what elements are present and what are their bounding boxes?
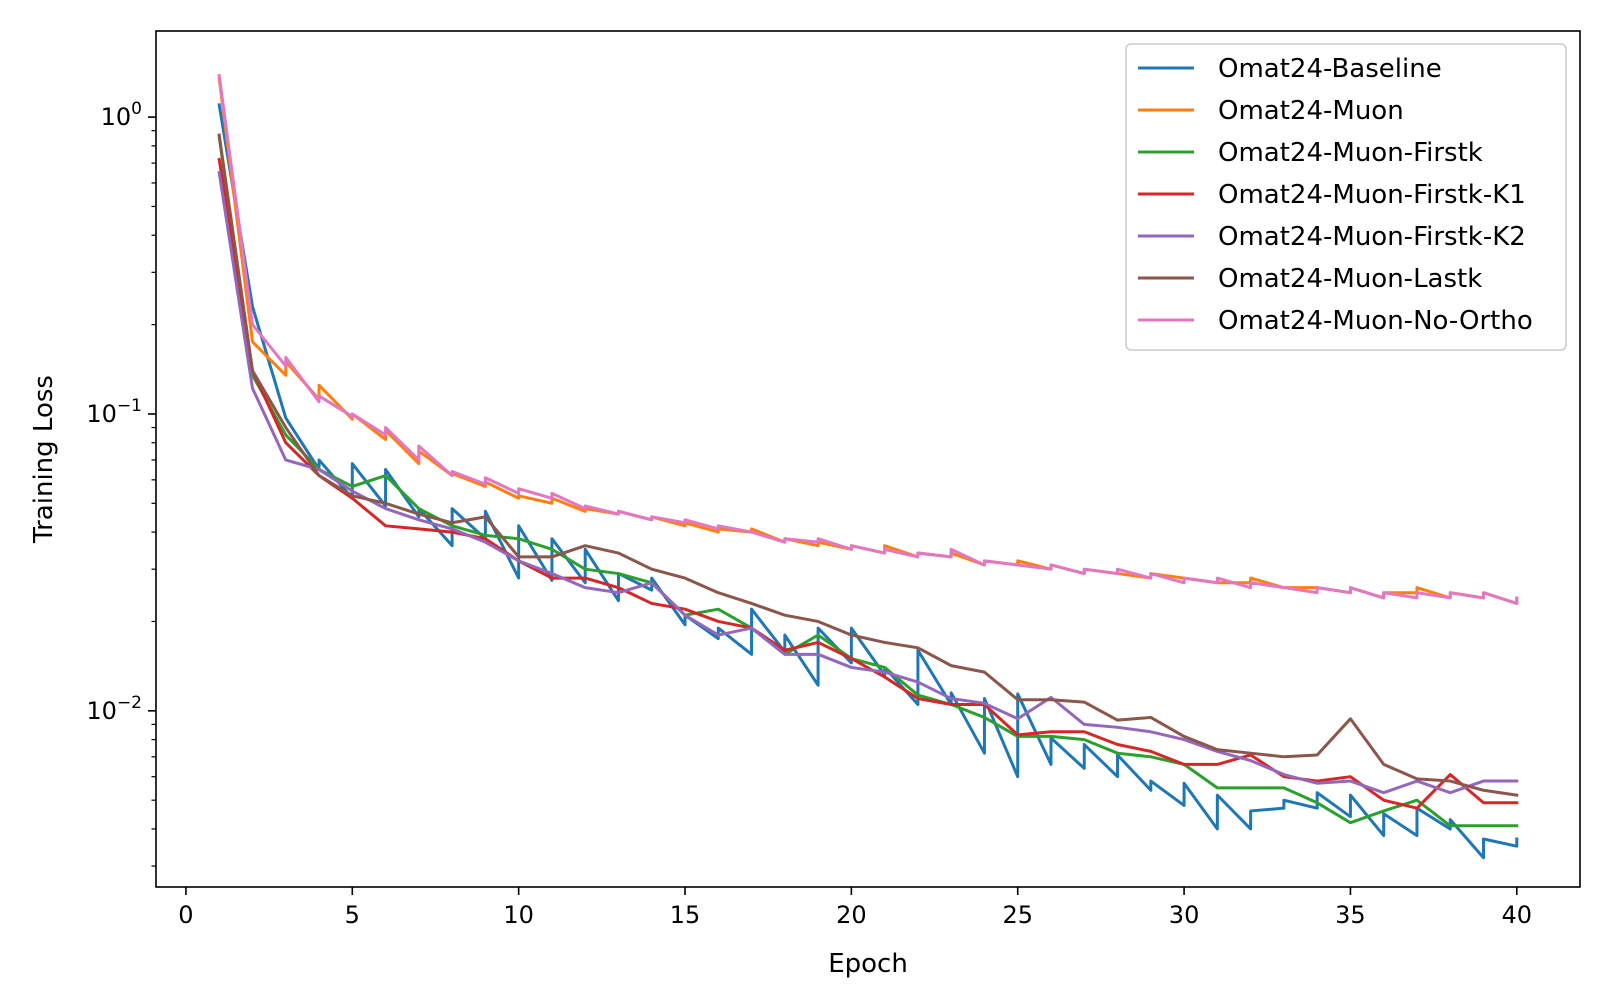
legend-label: Omat24-Muon-Lastk — [1218, 264, 1482, 294]
legend-label: Omat24-Muon-Firstk — [1218, 138, 1483, 168]
legend: Omat24-Baseline Omat24-Muon Omat24-Muon-Fi… — [1125, 43, 1567, 351]
legend-label: Omat24-Muon-Firstk-K1 — [1218, 180, 1526, 210]
x-axis-label: Epoch — [828, 949, 908, 979]
legend-box — [1125, 43, 1567, 351]
y-tick-label: 10−1 — [86, 396, 142, 428]
x-tick-label: 15 — [670, 901, 701, 929]
x-tick-label: 20 — [836, 901, 867, 929]
series-line-6 — [217, 133, 1519, 797]
x-tick-label: 35 — [1335, 901, 1366, 929]
legend-label: Omat24-Muon-Firstk-K2 — [1218, 222, 1526, 252]
x-tick-label: 0 — [178, 901, 193, 929]
x-tick-label: 5 — [345, 901, 360, 929]
plot-frame — [155, 30, 1581, 888]
legend-label: Omat24-Muon-No-Ortho — [1218, 306, 1533, 336]
y-tick-label: 10−2 — [86, 693, 142, 725]
series-line-7 — [217, 73, 1519, 605]
x-tick-label: 30 — [1169, 901, 1200, 929]
axes: 0 5 10 15 20 25 30 35 40 100 10−1 10−2 — [86, 99, 1532, 929]
y-axis-label: Training Loss — [29, 375, 59, 544]
x-tick-label: 10 — [503, 901, 534, 929]
legend-label: Omat24-Muon — [1218, 96, 1404, 126]
y-tick-label: 100 — [101, 99, 142, 131]
x-tick-label: 25 — [1002, 901, 1033, 929]
plot-area — [217, 73, 1519, 860]
series-line-5 — [217, 170, 1519, 795]
legend-label: Omat24-Baseline — [1218, 54, 1442, 84]
x-tick-label: 40 — [1502, 901, 1533, 929]
